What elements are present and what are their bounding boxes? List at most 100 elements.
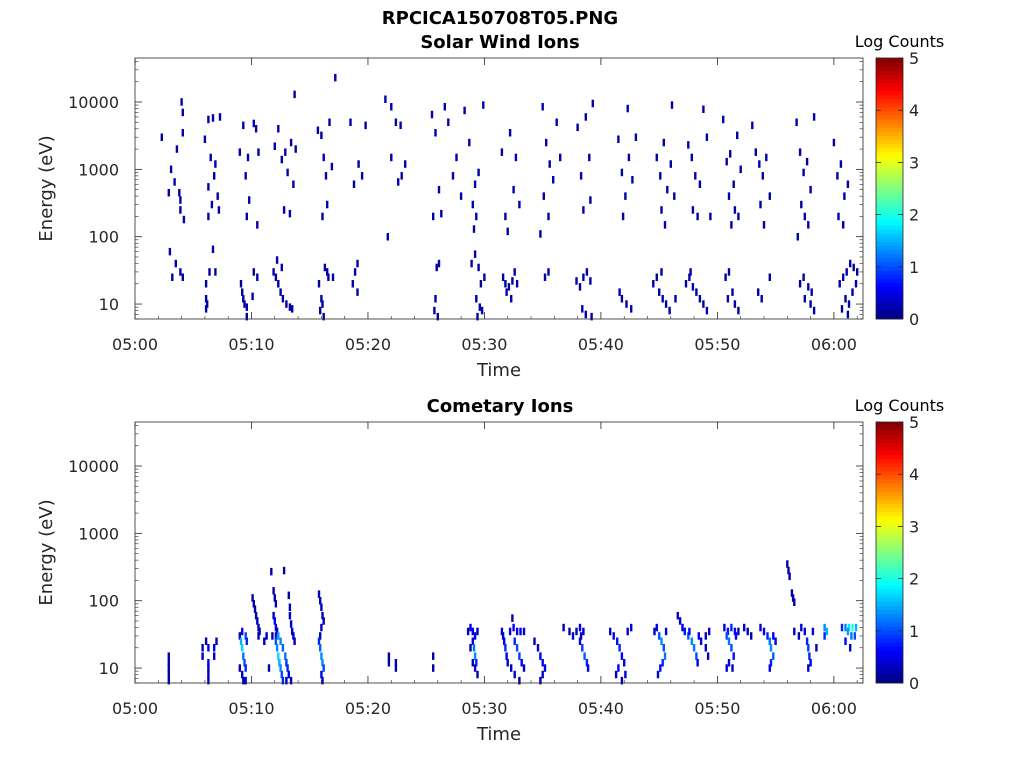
heatmap-cell bbox=[843, 192, 846, 200]
colorbar-segment bbox=[876, 483, 903, 488]
heatmap-cell bbox=[279, 288, 282, 296]
heatmap-cell bbox=[330, 162, 334, 171]
heatmap-cell bbox=[508, 129, 512, 137]
heatmap-cell bbox=[652, 280, 655, 288]
heatmap-cell bbox=[851, 623, 854, 632]
heatmap-cell bbox=[178, 189, 181, 197]
heatmap-cell bbox=[294, 145, 297, 153]
heatmap-cell bbox=[468, 138, 471, 147]
heatmap-cell bbox=[241, 627, 244, 636]
heatmap-cell bbox=[473, 180, 477, 188]
heatmap-cell bbox=[668, 306, 671, 315]
heatmap-cell bbox=[472, 644, 476, 652]
heatmap-cell bbox=[733, 206, 737, 214]
colorbar-segment bbox=[876, 479, 903, 484]
heatmap-cell bbox=[257, 148, 260, 156]
heatmap-cells bbox=[167, 560, 858, 685]
heatmap-cell bbox=[293, 90, 296, 99]
heatmap-cell bbox=[691, 283, 695, 291]
x-tick-label: 05:40 bbox=[578, 335, 624, 354]
heatmap-cell bbox=[731, 288, 734, 296]
heatmap-cell bbox=[287, 591, 290, 600]
heatmap-cell bbox=[803, 295, 806, 303]
heatmap-cell bbox=[706, 652, 710, 660]
x-tick-label: 05:50 bbox=[694, 699, 740, 718]
heatmap-cell bbox=[850, 632, 853, 640]
heatmap-cell bbox=[434, 295, 437, 303]
heatmap-cell bbox=[787, 566, 790, 575]
heatmap-cell bbox=[661, 295, 664, 303]
colorbar-segment bbox=[876, 159, 903, 165]
heatmap-cell bbox=[511, 614, 514, 622]
heatmap-cell bbox=[280, 670, 283, 679]
heatmap-cell bbox=[289, 620, 293, 628]
heatmap-cell bbox=[844, 295, 847, 303]
heatmap-cell bbox=[578, 623, 582, 632]
heatmap-cell bbox=[769, 659, 773, 667]
colorbar-tick-label: 3 bbox=[909, 153, 919, 172]
heatmap-cell bbox=[204, 637, 208, 645]
heatmap-cell bbox=[617, 664, 620, 672]
heatmap-cell bbox=[695, 288, 698, 296]
heatmap-cell bbox=[284, 652, 287, 660]
colorbar-segment bbox=[876, 422, 903, 427]
colorbar-segment bbox=[876, 62, 903, 67]
heatmap-cell bbox=[271, 632, 274, 640]
heatmap-cell bbox=[321, 659, 324, 667]
colorbar-segment bbox=[876, 654, 903, 659]
heatmap-cell bbox=[727, 637, 731, 645]
heatmap-cell bbox=[326, 200, 329, 209]
heatmap-cell bbox=[244, 172, 247, 180]
heatmap-cell bbox=[548, 160, 551, 168]
colorbar-segment bbox=[876, 282, 903, 287]
colorbar-segment bbox=[876, 302, 903, 308]
heatmap-cell bbox=[288, 209, 292, 218]
heatmap-cell bbox=[581, 644, 584, 652]
colorbar-segment bbox=[876, 172, 903, 177]
heatmap-cell bbox=[244, 676, 247, 685]
heatmap-cell bbox=[430, 110, 434, 119]
heatmap-cell bbox=[691, 206, 695, 214]
heatmap-cell bbox=[762, 627, 766, 636]
heatmap-cell bbox=[766, 632, 769, 640]
colorbar-segment bbox=[876, 261, 903, 267]
heatmap-cell bbox=[277, 632, 280, 640]
colorbar-segment bbox=[876, 634, 903, 639]
heatmap-cell bbox=[280, 155, 283, 164]
heatmap-cell bbox=[479, 280, 483, 288]
heatmap-cell bbox=[582, 206, 585, 214]
colorbar-segment bbox=[876, 605, 903, 610]
heatmap-cell bbox=[519, 627, 522, 636]
colorbar-segment bbox=[876, 576, 903, 582]
heatmap-cell bbox=[203, 135, 207, 143]
heatmap-cell bbox=[579, 172, 583, 180]
heatmap-cell bbox=[267, 664, 271, 672]
heatmap-cell bbox=[669, 160, 672, 168]
heatmap-cell bbox=[660, 206, 663, 214]
heatmap-cell bbox=[472, 225, 476, 233]
colorbar-segment bbox=[876, 434, 903, 439]
heatmap-cell bbox=[504, 644, 507, 652]
colorbar-segment bbox=[876, 306, 903, 312]
heatmap-cell bbox=[698, 295, 702, 303]
heatmap-cell bbox=[584, 113, 587, 121]
colorbar-segment bbox=[876, 458, 903, 464]
heatmap-cell bbox=[327, 273, 330, 281]
heatmap-cell bbox=[616, 637, 619, 645]
heatmap-cell bbox=[471, 637, 474, 645]
colorbar-segment bbox=[876, 225, 903, 230]
heatmap-cell bbox=[666, 185, 669, 194]
colorbar-segment bbox=[876, 662, 903, 668]
heatmap-cell bbox=[256, 221, 259, 229]
heatmap-cell bbox=[390, 153, 393, 162]
colorbar-segment bbox=[876, 426, 903, 431]
heatmap-cell bbox=[279, 637, 282, 645]
heatmap-cell bbox=[322, 617, 325, 625]
heatmap-cell bbox=[676, 611, 679, 620]
heatmap-cell bbox=[243, 659, 246, 667]
heatmap-cell bbox=[242, 121, 245, 130]
heatmap-cell bbox=[568, 627, 571, 636]
heatmap-cell bbox=[842, 273, 845, 281]
heatmap-cell bbox=[733, 300, 737, 308]
heatmap-cell bbox=[692, 644, 696, 652]
